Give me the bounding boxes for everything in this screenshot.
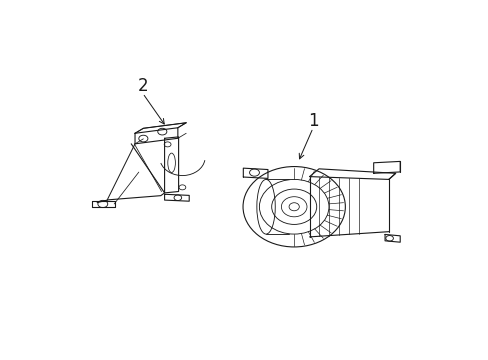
Text: 1: 1 (307, 112, 318, 130)
Text: 2: 2 (137, 77, 147, 95)
